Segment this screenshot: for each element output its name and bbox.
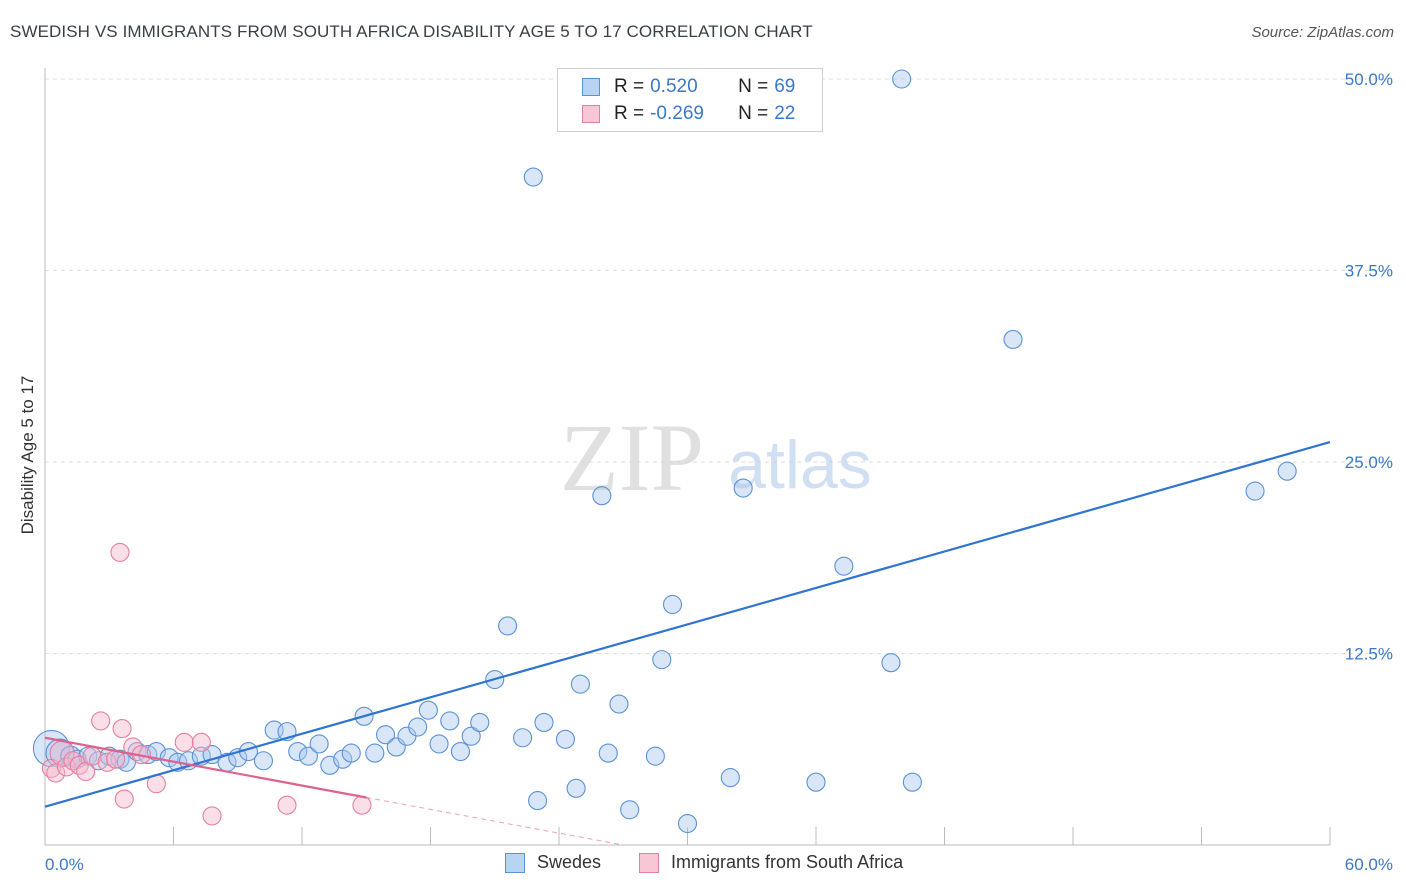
swedes-point — [461, 726, 481, 746]
swedes-point — [592, 486, 612, 506]
r-value: -0.269 — [650, 103, 704, 124]
immigrants-point — [202, 806, 222, 826]
swedes-point — [375, 725, 396, 745]
swedes-point — [450, 741, 471, 762]
pink-swatch — [582, 105, 600, 123]
immigrants-point — [110, 542, 130, 562]
r-value: 0.520 — [650, 76, 698, 97]
swedes-point — [620, 800, 640, 820]
swedes-point — [720, 768, 740, 788]
immigrants-trendline-extension — [366, 797, 624, 846]
legend-item-immigrants[interactable]: Immigrants from South Africa — [639, 852, 903, 873]
immigrants-trendline — [44, 736, 367, 799]
swedes-point — [418, 700, 438, 720]
swedes-point — [513, 728, 533, 748]
swedes-point — [365, 743, 385, 763]
swedes-point — [440, 711, 460, 731]
y-tick-label: 37.5% — [1345, 262, 1393, 281]
immigrants-point — [91, 711, 111, 731]
swedes-point — [892, 69, 912, 89]
legend-label-immigrants: Immigrants from South Africa — [671, 852, 904, 872]
legend-row-swedes: R = 0.520 N = 69 — [582, 75, 795, 99]
swedes-point — [470, 712, 490, 732]
swedes-point — [408, 717, 428, 737]
immigrants-point — [277, 795, 297, 815]
legend-row-immigrants: R = -0.269 N = 22 — [582, 102, 795, 126]
swedes-point — [662, 594, 683, 615]
immigrants-point — [114, 789, 134, 809]
swedes-point — [645, 746, 665, 766]
legend-item-swedes[interactable]: Swedes — [505, 852, 601, 873]
blue-swatch — [582, 78, 600, 96]
source-label: Source: ZipAtlas.com — [1251, 24, 1394, 41]
n-label: N = — [738, 103, 769, 124]
swedes-point — [253, 751, 274, 771]
swedes-point — [902, 772, 922, 792]
y-tick-label: 12.5% — [1345, 645, 1393, 664]
swedes-point — [806, 772, 826, 792]
x-tick-label: 60.0% — [1345, 855, 1393, 874]
swedes-point — [1277, 461, 1297, 481]
r-label: R = — [614, 103, 645, 124]
swedes-point — [598, 743, 618, 763]
immigrants-point — [174, 732, 194, 752]
y-tick-label: 25.0% — [1345, 453, 1393, 472]
stats-legend: R = 0.520 N = 69 R = -0.269 N = 22 — [557, 68, 823, 132]
swedes-point — [652, 650, 672, 670]
swedes-point — [609, 694, 629, 714]
n-value: 22 — [774, 103, 796, 124]
swedes-point — [1003, 329, 1023, 349]
swedes-point — [555, 729, 575, 749]
swedes-point — [341, 743, 361, 763]
immigrants-point — [352, 795, 372, 815]
swedes-point — [528, 791, 548, 811]
swedes-point — [733, 478, 753, 498]
swedes-point — [523, 167, 543, 187]
swedes-point — [566, 778, 586, 798]
swedes-point — [834, 556, 854, 576]
y-tick-label: 50.0% — [1345, 70, 1393, 89]
swedes-point — [309, 734, 329, 754]
r-label: R = — [614, 76, 645, 97]
swedes-point — [534, 712, 554, 732]
immigrants-point — [191, 732, 211, 752]
swedes-point — [498, 616, 518, 636]
swedes-point — [570, 674, 590, 694]
swedes-trendline — [44, 441, 1331, 808]
blue-swatch — [505, 852, 525, 873]
swedes-point — [881, 653, 901, 673]
swedes-point — [429, 734, 449, 754]
pink-swatch — [639, 852, 659, 873]
swedes-point — [677, 814, 698, 834]
n-value: 69 — [774, 76, 796, 97]
legend-label-swedes: Swedes — [537, 852, 602, 872]
immigrants-point — [112, 719, 132, 739]
n-label: N = — [738, 76, 769, 97]
chart-title: SWEDISH VS IMMIGRANTS FROM SOUTH AFRICA … — [10, 22, 813, 41]
immigrants-point — [46, 763, 66, 783]
x-tick-label: 0.0% — [45, 855, 84, 874]
swedes-point — [288, 741, 308, 762]
swedes-point — [298, 746, 318, 766]
watermark-zip: ZIP — [560, 404, 704, 511]
swedes-point — [1245, 481, 1265, 501]
